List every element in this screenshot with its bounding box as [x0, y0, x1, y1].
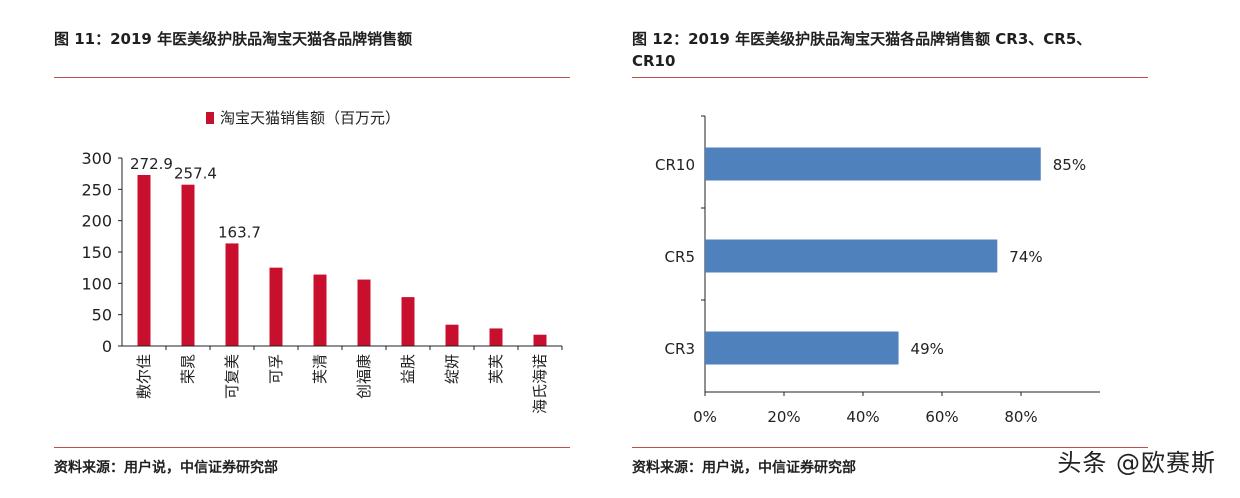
bar — [269, 267, 283, 346]
right-bar-chart: CR10 CR5 CR3 85% 74% 49% 0% 20% 40% 60% 80% — [655, 115, 1100, 426]
bar — [489, 328, 503, 346]
legend-swatch — [206, 112, 214, 124]
left-chart-title: 图 11：2019 年医美级护肤品淘宝天猫各品牌销售额 — [54, 30, 413, 48]
bar — [181, 184, 195, 346]
bar — [705, 331, 899, 365]
y-tick-label: 250 — [81, 180, 112, 199]
bar — [705, 147, 1041, 181]
y-tick-label: CR10 — [655, 156, 695, 174]
watermark: 头条 @欧赛斯 — [1057, 449, 1216, 477]
bar — [533, 334, 547, 346]
x-tick-label: 荣晁 — [179, 354, 197, 384]
bar — [705, 239, 998, 273]
bar — [445, 324, 459, 346]
left-title-rule — [54, 77, 570, 78]
x-tick-label: 20% — [767, 408, 800, 426]
right-title-rule — [632, 77, 1148, 78]
x-tick-label: 可复美 — [223, 354, 241, 399]
y-tick-label: 50 — [92, 306, 112, 325]
y-tick-label: CR3 — [665, 340, 695, 358]
y-tick-label: 200 — [81, 212, 112, 231]
right-x-axis: 0% 20% 40% 60% 80% — [693, 391, 1100, 426]
bar — [357, 279, 371, 346]
data-label: 163.7 — [218, 223, 261, 241]
legend-label: 淘宝天猫销售额（百万元） — [220, 109, 400, 127]
left-y-axis: 0 50 100 150 200 250 300 — [81, 149, 123, 356]
bar — [225, 243, 239, 346]
x-tick-label: 40% — [846, 408, 879, 426]
y-tick-label: 100 — [81, 274, 112, 293]
x-tick-label: 60% — [925, 408, 958, 426]
y-tick-label: 0 — [102, 337, 112, 356]
x-tick-label: 芙清 — [311, 354, 329, 384]
right-bars — [705, 147, 1041, 365]
bar — [401, 297, 415, 346]
left-source: 资料来源：用户说，中信证券研究部 — [54, 460, 278, 476]
y-tick-label: 150 — [81, 243, 112, 262]
x-tick-label: 绽妍 — [443, 354, 461, 384]
data-label: 74% — [1009, 248, 1042, 266]
left-bar-chart: 淘宝天猫销售额（百万元） 0 50 100 150 200 250 300 272.9257… — [81, 109, 563, 414]
x-tick-label: 创福康 — [355, 354, 373, 399]
y-tick-label: CR5 — [665, 248, 695, 266]
right-chart-title: 图 12：2019 年医美级护肤品淘宝天猫各品牌销售额 CR3、CR5、 CR1… — [632, 28, 1091, 72]
data-label: 85% — [1053, 156, 1086, 174]
right-source-rule — [632, 447, 1148, 448]
x-tick-label: 80% — [1004, 408, 1037, 426]
right-y-axis: CR10 CR5 CR3 — [655, 115, 706, 392]
left-bars — [137, 174, 547, 346]
data-label: 257.4 — [174, 165, 217, 183]
data-label: 49% — [911, 340, 944, 358]
right-data-labels: 85% 74% 49% — [911, 156, 1087, 358]
right-source: 资料来源：用户说，中信证券研究部 — [632, 460, 856, 476]
bar — [137, 174, 151, 346]
x-tick-label: 海氏海诺 — [531, 354, 549, 414]
x-tick-label: 可孚 — [267, 354, 285, 384]
x-tick-label: 0% — [693, 408, 717, 426]
right-title-line1: 图 12：2019 年医美级护肤品淘宝天猫各品牌销售额 CR3、CR5、 — [632, 30, 1092, 48]
x-tick-label: 益肤 — [399, 354, 417, 384]
left-legend: 淘宝天猫销售额（百万元） — [206, 109, 400, 127]
x-tick-label: 敷尔佳 — [135, 354, 153, 399]
y-tick-label: 300 — [81, 149, 112, 168]
right-title-line2: CR10 — [632, 52, 676, 70]
data-label: 272.9 — [130, 155, 173, 173]
bar — [313, 274, 327, 346]
left-x-axis: 敷尔佳 荣晁 可复美 可孚 芙清 创福康 益肤 绽妍 芙芙 海氏海诺 — [122, 345, 563, 414]
x-tick-label: 芙芙 — [487, 354, 505, 384]
left-source-rule — [54, 447, 570, 448]
